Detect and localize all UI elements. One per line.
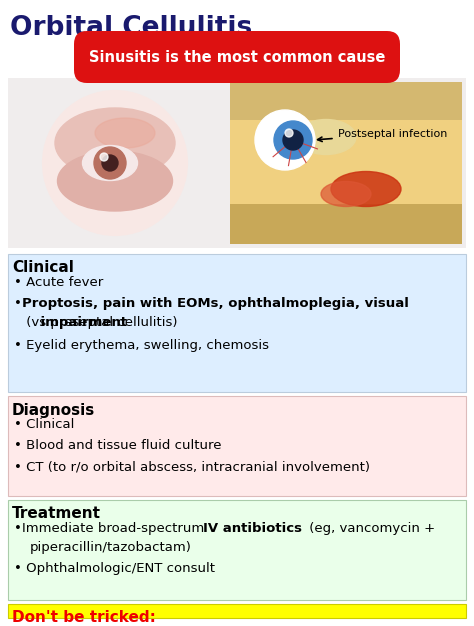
Text: piperacillin/tazobactam): piperacillin/tazobactam) (30, 541, 192, 554)
Text: impairment: impairment (22, 316, 127, 329)
Ellipse shape (95, 118, 155, 148)
Circle shape (274, 121, 312, 159)
Ellipse shape (331, 172, 401, 207)
Circle shape (100, 153, 108, 161)
Circle shape (255, 110, 315, 170)
Text: Orbital Cellulitis: Orbital Cellulitis (10, 15, 252, 41)
Circle shape (94, 147, 126, 179)
Text: •: • (14, 297, 26, 310)
Text: • Eyelid erythema, swelling, chemosis: • Eyelid erythema, swelling, chemosis (14, 339, 269, 352)
Circle shape (102, 155, 118, 171)
Text: (eg, vancomycin +: (eg, vancomycin + (305, 522, 435, 535)
Text: Postseptal infection: Postseptal infection (318, 129, 447, 141)
Ellipse shape (82, 145, 137, 180)
Circle shape (43, 91, 187, 235)
Text: IV antibiotics: IV antibiotics (203, 522, 302, 535)
Text: (vs preseptal cellulitis): (vs preseptal cellulitis) (22, 316, 177, 329)
Text: • Clinical: • Clinical (14, 418, 74, 431)
Bar (230, 82, 462, 120)
Text: Proptosis, pain with EOMs, ophthalmoplegia, visual: Proptosis, pain with EOMs, ophthalmopleg… (22, 297, 409, 310)
Text: • Ophthalmologic/ENT consult: • Ophthalmologic/ENT consult (14, 562, 215, 575)
Bar (8, 78, 466, 248)
Text: Treatment: Treatment (12, 506, 101, 521)
Bar (8, 396, 466, 496)
Text: Immediate broad-spectrum: Immediate broad-spectrum (22, 522, 209, 535)
Text: • CT (to r/o orbital abscess, intracranial involvement): • CT (to r/o orbital abscess, intracrani… (14, 460, 370, 473)
Ellipse shape (296, 120, 356, 155)
Text: Don't be tricked:: Don't be tricked: (12, 610, 156, 625)
Bar (230, 204, 462, 244)
Bar (8, 500, 466, 600)
Text: • Acute fever: • Acute fever (14, 276, 103, 289)
Text: • Blood and tissue fluid culture: • Blood and tissue fluid culture (14, 439, 221, 452)
Text: Sinusitis is the most common cause: Sinusitis is the most common cause (89, 49, 385, 64)
Circle shape (285, 129, 293, 137)
Ellipse shape (321, 182, 371, 207)
FancyBboxPatch shape (74, 31, 400, 83)
Bar (8, 254, 466, 392)
Ellipse shape (55, 108, 175, 178)
Ellipse shape (57, 151, 173, 211)
Text: Diagnosis: Diagnosis (12, 403, 95, 418)
Bar (8, 604, 466, 618)
Text: Clinical: Clinical (12, 260, 74, 275)
Bar (230, 82, 462, 244)
Circle shape (283, 130, 303, 150)
Text: •: • (14, 522, 26, 535)
